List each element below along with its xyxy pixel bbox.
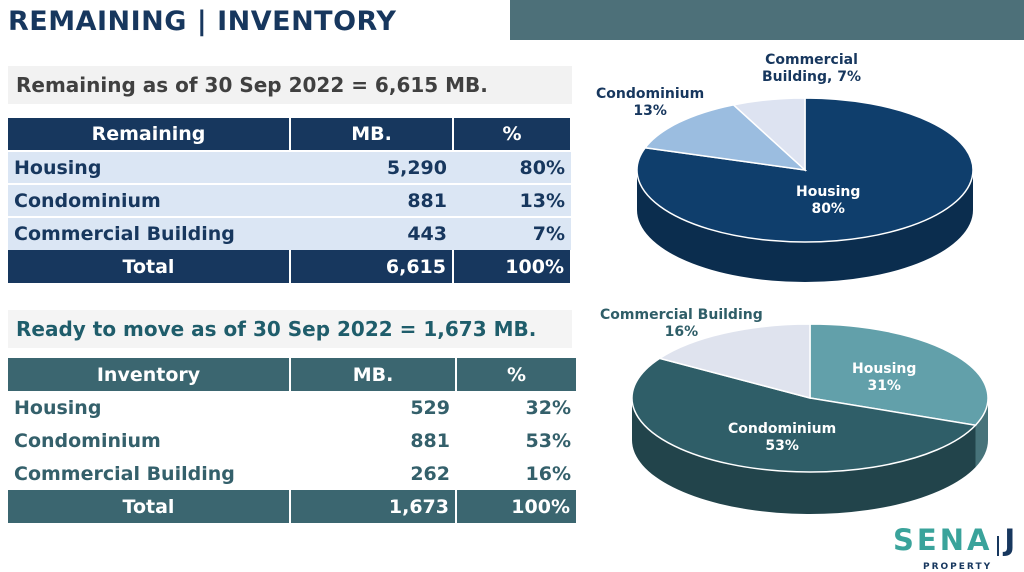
remaining-heading: Remaining as of 30 Sep 2022 = 6,615 MB.	[8, 66, 572, 104]
pie2-side-housing	[975, 398, 988, 468]
inventory-heading: Ready to move as of 30 Sep 2022 = 1,673 …	[8, 310, 572, 348]
row-label: Condominium	[8, 183, 290, 217]
table-row: Housing 5,290 80%	[8, 150, 571, 184]
pie2-side-condominium	[632, 398, 976, 515]
column-header: Inventory	[8, 358, 291, 391]
pie2-label-commercial: Commercial Building 16%	[600, 307, 763, 340]
total-row: Total 1,673 100%	[8, 490, 578, 523]
row-mb: 881	[290, 424, 456, 457]
total-label: Total	[8, 490, 291, 523]
row-pct: 32%	[456, 391, 577, 424]
row-pct: 13%	[453, 183, 571, 217]
total-row: Total 6,615 100%	[8, 250, 572, 283]
table-row: Commercial Building 443 7%	[8, 216, 571, 250]
row-label: Commercial Building	[8, 457, 290, 490]
total-label: Total	[8, 250, 291, 283]
column-header: %	[456, 358, 578, 391]
sena-logo: SENA J PROPERTY	[893, 523, 1016, 572]
table-row: Condominium 881 13%	[8, 183, 571, 217]
total-mb: 6,615	[290, 250, 454, 283]
row-label: Housing	[8, 150, 290, 184]
page-title: REMAINING | INVENTORY	[8, 6, 397, 37]
header-bar	[510, 0, 1024, 40]
total-mb: 1,673	[290, 490, 457, 523]
row-mb: 262	[290, 457, 456, 490]
column-header: %	[453, 118, 572, 151]
row-mb: 881	[290, 183, 453, 217]
row-mb: 529	[290, 391, 456, 424]
row-mb: 443	[290, 216, 453, 250]
table-row: Condominium 881 53%	[8, 424, 577, 457]
row-label: Condominium	[8, 424, 290, 457]
table-row: Housing 529 32%	[8, 391, 577, 424]
pie1-label-condominium: Condominium 13%	[596, 86, 705, 119]
pie1-slice-commercial-building	[731, 97, 806, 172]
pie1-label-commercial: Commercial Building, 7%	[762, 52, 862, 85]
total-pct: 100%	[456, 490, 578, 523]
column-header: MB.	[290, 118, 454, 151]
column-header: MB.	[290, 358, 457, 391]
pie1-label-housing: Housing 80%	[796, 184, 861, 217]
remaining-table: Remaining MB. % Housing 5,290 80% Condom…	[8, 118, 572, 283]
row-pct: 16%	[456, 457, 577, 490]
column-header: Remaining	[8, 118, 291, 151]
table-row: Commercial Building 262 16%	[8, 457, 577, 490]
row-label: Housing	[8, 391, 290, 424]
row-pct: 7%	[453, 216, 571, 250]
row-pct: 53%	[456, 424, 577, 457]
total-pct: 100%	[453, 250, 572, 283]
inventory-table: Inventory MB. % Housing 529 32% Condomin…	[8, 358, 578, 523]
row-mb: 5,290	[290, 150, 453, 184]
row-pct: 80%	[453, 150, 571, 184]
pie2-label-housing: Housing 31%	[852, 361, 917, 394]
pie2-label-condominium: Condominium 53%	[728, 421, 837, 454]
row-label: Commercial Building	[8, 216, 290, 250]
